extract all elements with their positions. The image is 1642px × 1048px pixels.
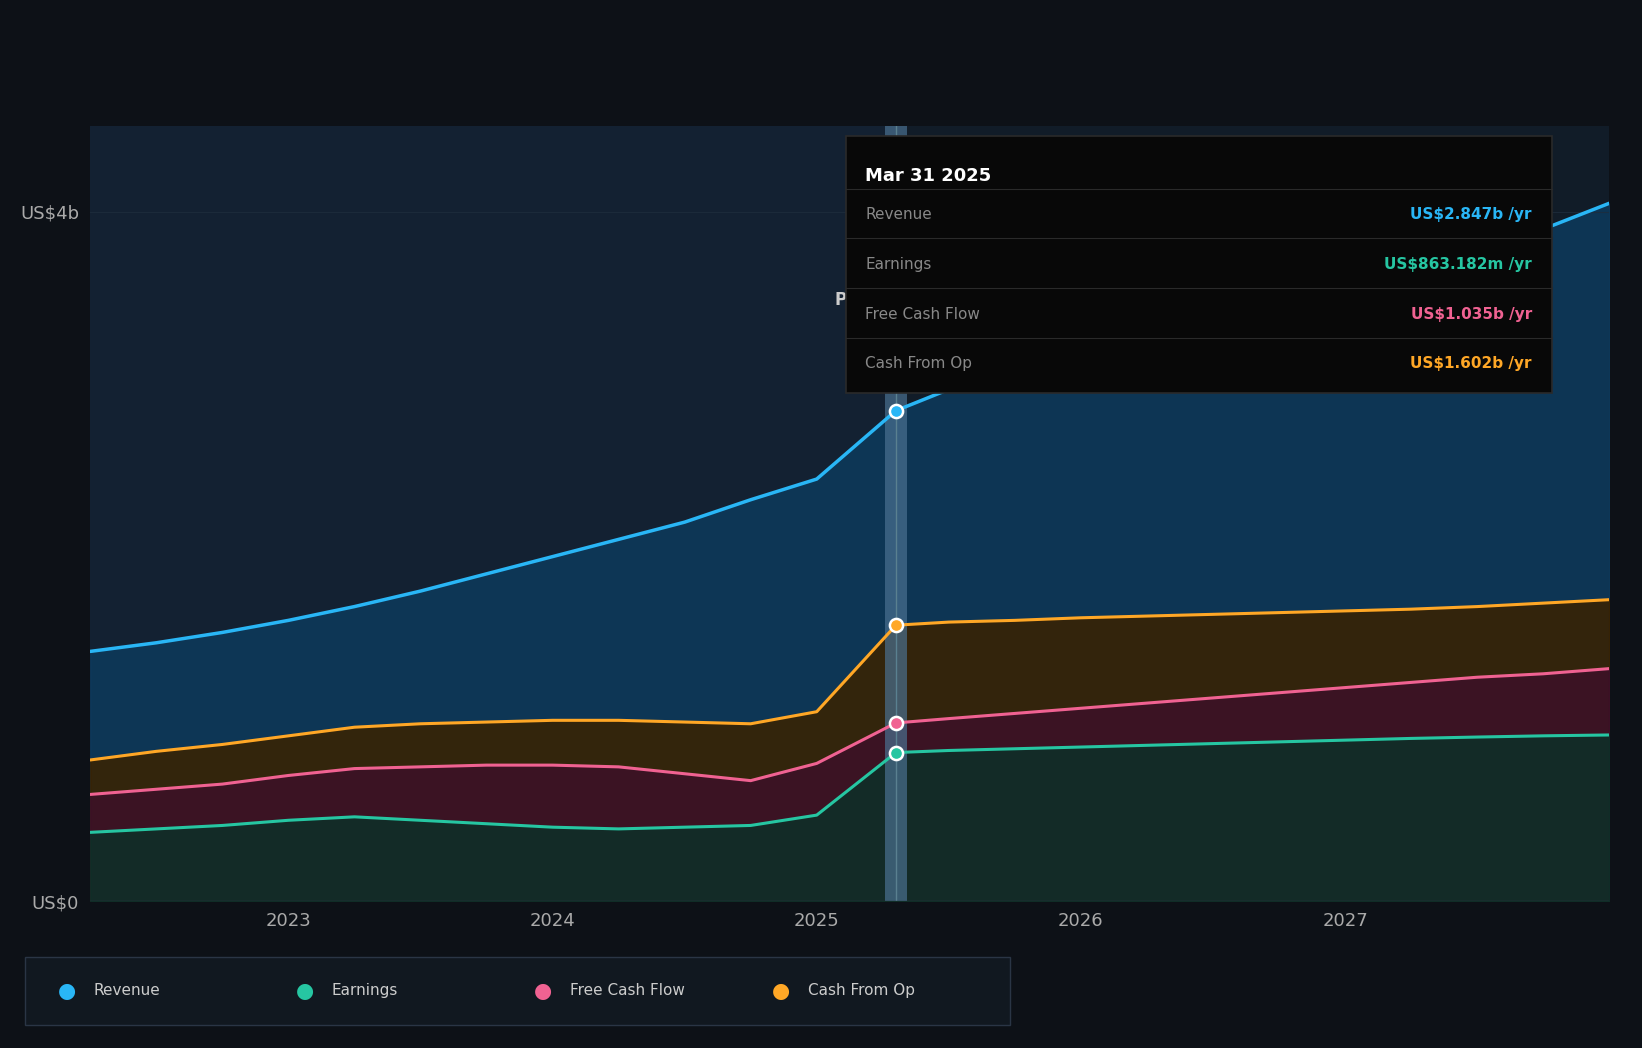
Text: Revenue: Revenue xyxy=(865,206,933,222)
Text: Earnings: Earnings xyxy=(865,257,931,271)
Text: US$1.602b /yr: US$1.602b /yr xyxy=(1410,356,1532,371)
Text: Cash From Op: Cash From Op xyxy=(808,983,915,999)
Text: ●: ● xyxy=(296,981,314,1001)
Bar xyxy=(885,126,906,901)
Text: US$863.182m /yr: US$863.182m /yr xyxy=(1384,257,1532,271)
Text: Cash From Op: Cash From Op xyxy=(865,356,972,371)
Text: Earnings: Earnings xyxy=(332,983,397,999)
Point xyxy=(883,744,910,761)
Text: Past: Past xyxy=(834,291,875,309)
Text: ●: ● xyxy=(57,981,76,1001)
Bar xyxy=(90,126,897,901)
Text: US$1.035b /yr: US$1.035b /yr xyxy=(1410,306,1532,322)
Point xyxy=(883,402,910,419)
Text: Free Cash Flow: Free Cash Flow xyxy=(865,306,980,322)
Text: Revenue: Revenue xyxy=(94,983,161,999)
Text: ●: ● xyxy=(534,981,552,1001)
Text: US$2.847b /yr: US$2.847b /yr xyxy=(1410,206,1532,222)
Text: Free Cash Flow: Free Cash Flow xyxy=(570,983,685,999)
Point xyxy=(883,715,910,732)
Text: Mar 31 2025: Mar 31 2025 xyxy=(865,167,992,185)
Point xyxy=(883,617,910,634)
Text: ●: ● xyxy=(772,981,790,1001)
Text: Analysts Forecasts: Analysts Forecasts xyxy=(918,291,1072,309)
